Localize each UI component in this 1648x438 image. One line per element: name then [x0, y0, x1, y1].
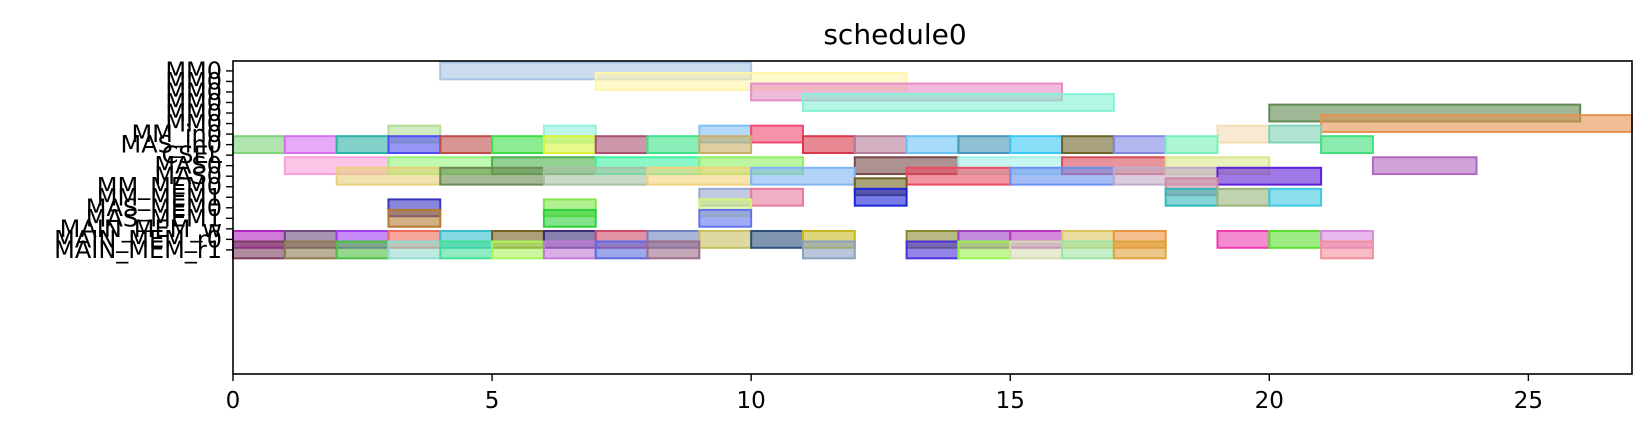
task-bar — [853, 187, 908, 207]
task-bar — [1320, 240, 1374, 260]
y-tick-label: MM_in0 — [131, 120, 222, 148]
task-bar — [1216, 166, 1323, 186]
chart-title: schedule0 — [823, 18, 966, 51]
task-bar — [750, 166, 856, 186]
task-bar — [957, 240, 1012, 260]
y-tick-label: MAS0 — [154, 162, 222, 190]
task-bar — [1320, 135, 1374, 155]
y-tick-label: MAS_in0 — [120, 131, 222, 159]
task-bar — [491, 135, 545, 155]
task-bar — [801, 135, 856, 155]
task-bar — [905, 135, 960, 155]
task-bar — [594, 240, 649, 260]
task-bar — [439, 166, 545, 186]
y-tick-label: MM_MEM0 — [97, 173, 222, 201]
task-bar — [1216, 187, 1271, 207]
task-bar — [698, 229, 753, 249]
task-bar — [801, 240, 856, 260]
y-tick-label: MM0 — [165, 67, 222, 95]
task-bar — [232, 240, 286, 260]
task-bar — [646, 166, 753, 186]
task-bar — [542, 240, 597, 260]
task-bar — [853, 135, 908, 155]
task-bar — [646, 240, 701, 260]
y-tick-label: MM0 — [165, 88, 222, 116]
task-bar — [387, 135, 442, 155]
y-tick-label: MAIN_MEM_r1 — [54, 236, 222, 264]
task-bar — [491, 240, 545, 260]
x-tick-label: 0 — [226, 388, 241, 414]
task-bar — [594, 135, 649, 155]
task-bar — [1112, 240, 1167, 260]
task-bar — [905, 240, 960, 260]
y-tick-label: MAS_MEM0 — [86, 194, 222, 222]
task-bar — [1320, 114, 1633, 133]
task-bar — [1009, 166, 1115, 186]
task-bar — [387, 208, 442, 228]
task-bar — [283, 240, 338, 260]
plot-frame — [232, 60, 1633, 375]
task-bar — [750, 187, 804, 207]
x-tick-label: 25 — [1514, 388, 1543, 414]
y-tick-label: MAIN_MEM_w — [60, 215, 222, 243]
x-tick-label: 10 — [737, 388, 766, 414]
task-bar — [1061, 135, 1115, 155]
task-bar — [801, 93, 1115, 112]
y-tick-label: MM0 — [165, 57, 222, 85]
task-bar — [1061, 240, 1115, 260]
task-bar — [387, 240, 442, 260]
task-bar — [1216, 124, 1271, 144]
task-bar — [283, 135, 338, 155]
task-bar — [232, 135, 286, 155]
task-bar — [1268, 229, 1323, 249]
task-bar — [542, 166, 649, 186]
y-tick-label: MM0 — [165, 78, 222, 106]
task-bar — [542, 135, 597, 155]
x-tick-label: 20 — [1255, 388, 1284, 414]
task-bar — [1164, 135, 1219, 155]
y-tick-label: MAS0 — [154, 152, 222, 180]
x-axis: 0 5 10 15 20 25 — [226, 374, 1543, 414]
x-tick-label: 5 — [485, 388, 500, 414]
y-tick-label: MAIN_MEM_r0 — [54, 225, 222, 253]
task-bar — [698, 208, 753, 228]
task-bar — [905, 166, 1012, 186]
task-bar — [1268, 187, 1323, 207]
task-bars — [232, 61, 1633, 260]
y-tick-label: MM0 — [165, 110, 222, 138]
x-tick-label: 15 — [996, 388, 1025, 414]
task-bar — [1112, 135, 1167, 155]
task-bar — [1009, 135, 1064, 155]
task-bar — [439, 135, 494, 155]
task-bar — [750, 229, 804, 249]
task-bar — [335, 240, 390, 260]
y-axis: MM0MM0MM0MM0MM0MM0MM_in0MAS_in0CSELMAS0M… — [54, 57, 233, 264]
task-bar — [1164, 187, 1219, 207]
y-tick-label: CSEL — [161, 141, 222, 169]
task-bar — [698, 135, 753, 155]
y-tick-label: MM0 — [165, 99, 222, 127]
task-bar — [957, 135, 1012, 155]
task-bar — [1009, 240, 1064, 260]
task-bar — [542, 208, 597, 228]
task-bar — [1371, 156, 1478, 176]
task-bar — [335, 135, 390, 155]
task-bar — [335, 166, 442, 186]
task-bar — [439, 240, 494, 260]
y-tick-label: MM_MEM1 — [97, 183, 222, 211]
task-bar — [750, 124, 804, 144]
y-tick-label: MAS_MEM1 — [86, 204, 222, 232]
task-bar — [1216, 229, 1271, 249]
task-bar — [646, 135, 701, 155]
task-bar — [1268, 124, 1323, 144]
